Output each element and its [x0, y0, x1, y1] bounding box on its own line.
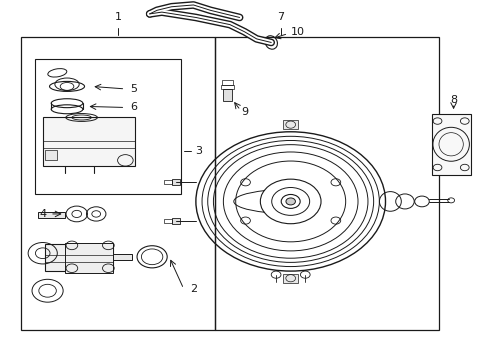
Circle shape: [285, 198, 295, 205]
Text: 8: 8: [449, 95, 456, 105]
Bar: [35, 59, 181, 194]
Bar: [221, 85, 233, 89]
Bar: [164, 219, 172, 223]
Bar: [38, 212, 64, 217]
Bar: [45, 150, 57, 160]
Text: 5: 5: [130, 84, 137, 94]
Text: 6: 6: [130, 103, 137, 112]
Text: 4: 4: [39, 209, 46, 219]
Bar: [171, 179, 180, 185]
Bar: [215, 37, 438, 330]
Bar: [164, 180, 172, 184]
Bar: [64, 243, 113, 273]
Text: 3: 3: [194, 147, 202, 157]
Text: 2: 2: [189, 284, 197, 294]
Text: 9: 9: [241, 107, 247, 117]
Bar: [222, 89, 232, 102]
Bar: [283, 120, 297, 129]
Bar: [42, 117, 135, 166]
Text: 10: 10: [290, 27, 305, 37]
Text: 7: 7: [277, 13, 284, 22]
Bar: [45, 244, 113, 271]
Bar: [171, 218, 180, 224]
Text: 1: 1: [114, 13, 122, 22]
Bar: [21, 37, 215, 330]
Bar: [221, 80, 233, 85]
Bar: [431, 114, 469, 175]
Bar: [113, 254, 131, 260]
Bar: [283, 274, 297, 283]
